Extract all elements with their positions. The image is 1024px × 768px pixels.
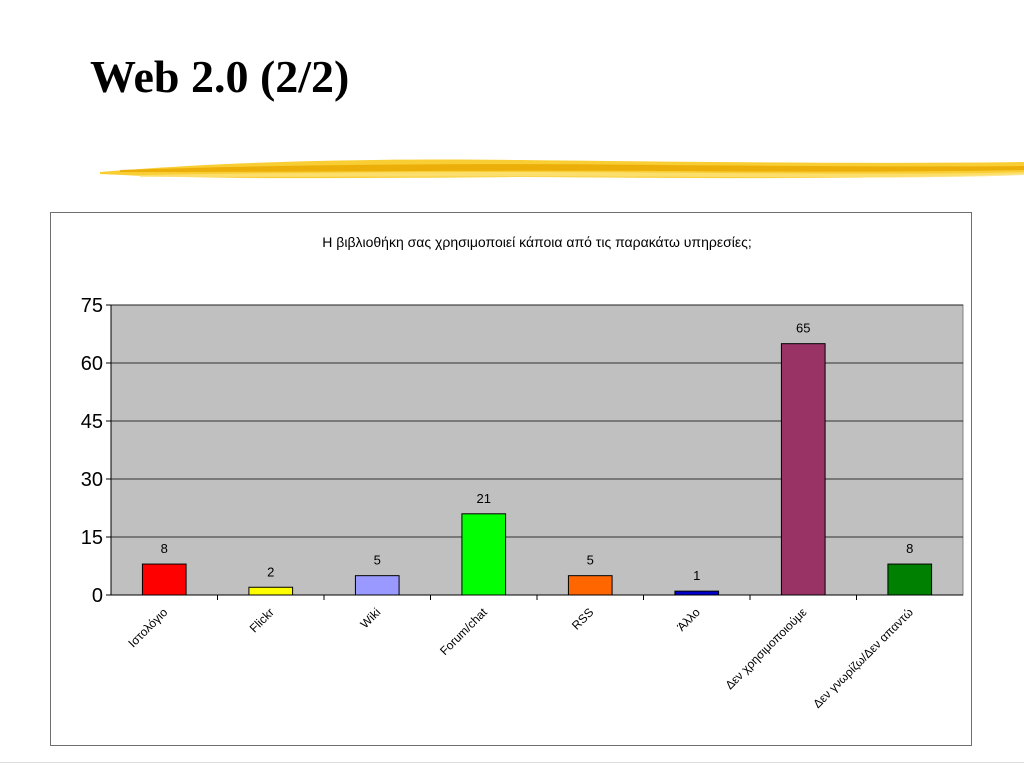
chart-frame: Η βιβλιοθήκη σας χρησιμοποιεί κάποια από… bbox=[50, 212, 972, 746]
x-tick-label: Δεν γνωρίζω/Δεν απαντώ bbox=[810, 605, 916, 711]
bar-7 bbox=[780, 343, 826, 596]
yellow-brush-stroke bbox=[100, 159, 1024, 179]
slide-title: Web 2.0 (2/2) bbox=[90, 51, 350, 102]
x-tick-label: Ιστολόγιο bbox=[125, 605, 170, 650]
bar-5 bbox=[567, 575, 613, 596]
y-tick-label: 0 bbox=[92, 585, 103, 607]
footer-divider bbox=[0, 762, 1024, 763]
data-label: 8 bbox=[906, 541, 913, 556]
data-label: 1 bbox=[693, 568, 700, 583]
x-tick-label: RSS bbox=[569, 605, 596, 632]
data-label: 21 bbox=[477, 491, 491, 506]
x-tick-label: Wiki bbox=[357, 605, 383, 631]
y-tick-label: 15 bbox=[81, 527, 103, 549]
data-label: 5 bbox=[374, 553, 381, 568]
bar-1 bbox=[141, 563, 187, 596]
y-tick-label: 30 bbox=[81, 469, 103, 491]
y-tick-label: 75 bbox=[81, 295, 103, 317]
y-tick-label: 45 bbox=[81, 411, 103, 433]
data-label: 8 bbox=[161, 541, 168, 556]
y-tick-label: 60 bbox=[81, 353, 103, 375]
bar-chart: Η βιβλιοθήκη σας χρησιμοποιεί κάποια από… bbox=[81, 234, 964, 711]
bar-8 bbox=[887, 563, 933, 596]
bar-4 bbox=[461, 513, 507, 596]
data-label: 2 bbox=[267, 564, 274, 579]
x-tick-label: Δεν χρησιμοποιούμε bbox=[722, 605, 809, 692]
bar-3 bbox=[354, 575, 400, 596]
bar-6 bbox=[674, 590, 720, 596]
chart-title: Η βιβλιοθήκη σας χρησιμοποιεί κάποια από… bbox=[322, 234, 751, 250]
bar-2 bbox=[248, 586, 294, 596]
x-tick-label: Forum/chat bbox=[437, 605, 490, 658]
plot-area bbox=[110, 304, 964, 596]
data-label: 5 bbox=[587, 553, 594, 568]
data-label: 65 bbox=[796, 321, 810, 336]
x-tick-label: Flickr bbox=[247, 605, 277, 635]
x-tick-label: Άλλο bbox=[674, 605, 703, 634]
